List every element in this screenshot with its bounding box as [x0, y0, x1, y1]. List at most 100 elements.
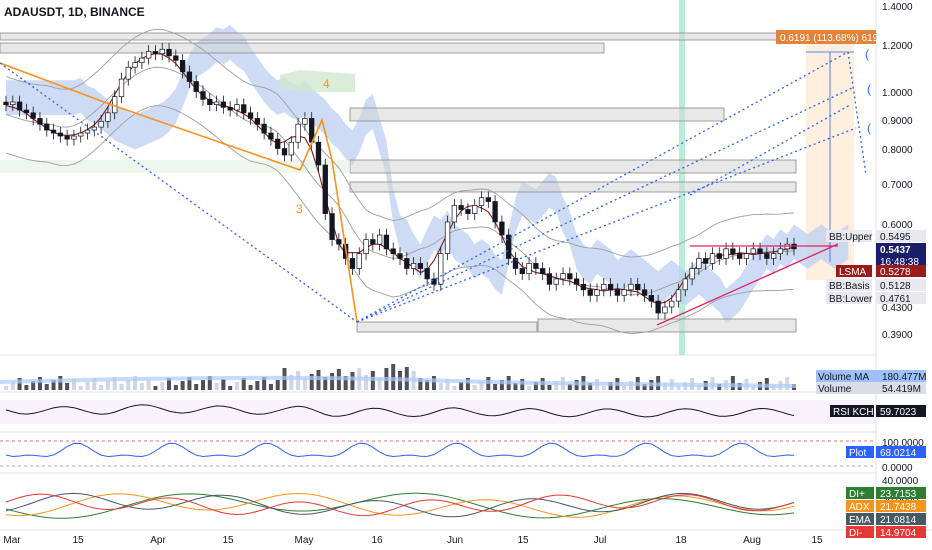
- candle: [64, 135, 70, 140]
- price-tag-value: 0.5278: [880, 267, 911, 278]
- candle: [594, 289, 600, 296]
- price-tag-bg: [876, 265, 926, 277]
- candle: [241, 104, 247, 114]
- volume-bar: [58, 376, 63, 390]
- fib-projection-line: [356, 51, 849, 323]
- candle: [363, 239, 369, 254]
- rsi-line: [5, 404, 795, 418]
- candle: [295, 123, 301, 143]
- price-tag-value: 0.4761: [880, 294, 911, 305]
- dmi-tag-label: EMA: [849, 515, 871, 526]
- time-tick: 18: [675, 535, 687, 546]
- candle: [193, 81, 199, 92]
- volume-bar: [228, 386, 233, 390]
- volume-bar: [262, 377, 267, 390]
- triangle-base: [656, 243, 839, 326]
- volume-bar: [160, 382, 165, 390]
- candle: [315, 141, 322, 166]
- candle: [655, 300, 661, 314]
- candle: [675, 289, 682, 302]
- candle: [757, 248, 763, 254]
- candle: [526, 263, 532, 275]
- volume-bar: [418, 378, 423, 390]
- volume-tag-value: 180.477M: [882, 372, 926, 383]
- candle: [499, 221, 505, 236]
- volume-bar: [554, 381, 559, 390]
- volume-bar: [608, 382, 613, 390]
- volume-bar: [268, 384, 273, 390]
- vertical-marker: [679, 0, 685, 355]
- support-resistance-box: [349, 181, 797, 193]
- candle: [146, 51, 152, 59]
- volume-bar: [730, 376, 735, 390]
- volume-bar: [65, 383, 70, 390]
- candle: [98, 120, 104, 128]
- candle: [390, 248, 396, 254]
- volume-bar: [438, 383, 443, 390]
- candle: [105, 112, 111, 122]
- candle: [227, 106, 233, 111]
- candle: [601, 283, 607, 291]
- dmi-tag-label: DI-: [849, 528, 862, 539]
- candle: [179, 59, 186, 73]
- volume-bar: [85, 382, 90, 390]
- candle: [573, 278, 580, 285]
- price-tick: 0.4300: [882, 303, 913, 314]
- candle: [635, 283, 641, 291]
- price-tag-bg: [876, 230, 926, 242]
- candle: [91, 126, 97, 131]
- volume-bar: [221, 379, 226, 390]
- volume-bar: [676, 386, 681, 390]
- volume-bar: [180, 381, 185, 390]
- indicator-tag-bg: [826, 230, 872, 242]
- volume-bar: [296, 371, 301, 390]
- candle: [16, 101, 23, 111]
- price-tag-bg: [876, 279, 926, 291]
- fib-projection-line: [0, 62, 358, 323]
- volume-bar: [493, 384, 498, 390]
- price-tick: 0.6000: [882, 220, 913, 231]
- price-tick: 0.3900: [882, 330, 913, 341]
- volume-tag-bg: [816, 382, 926, 394]
- price-tag-value: 0.5495: [880, 232, 911, 243]
- rsi-band: [0, 400, 876, 424]
- candle: [213, 101, 220, 105]
- candle: [540, 268, 546, 275]
- support-resistance-box: [349, 159, 797, 174]
- volume-bar: [10, 382, 15, 390]
- support-zone: [0, 160, 350, 173]
- candle: [607, 283, 614, 291]
- dmi-tag-label-bg: [846, 487, 874, 499]
- volume-bar: [71, 379, 76, 390]
- plot-line: [5, 442, 795, 458]
- dmi-line: [5, 492, 795, 518]
- dmi-line: [5, 492, 795, 518]
- candle: [431, 278, 437, 285]
- candle: [166, 48, 172, 57]
- candle: [383, 234, 390, 250]
- candle: [424, 268, 430, 280]
- candle: [275, 138, 281, 149]
- plot-tag-label: Plot: [849, 448, 866, 459]
- candle: [200, 91, 206, 100]
- dmi-tag-bg: [876, 513, 926, 525]
- time-tick: Aug: [743, 535, 761, 546]
- indicator-tag-label: BB:Upper: [829, 232, 873, 243]
- volume-bar: [119, 384, 124, 390]
- volume-bar: [588, 383, 593, 390]
- support-resistance-box: [0, 32, 877, 41]
- candle: [512, 258, 519, 269]
- time-tick: 15: [811, 535, 823, 546]
- candle: [689, 268, 695, 280]
- price-tick: 1.0000: [882, 88, 913, 99]
- candle: [322, 164, 328, 214]
- price-tick: 1.2000: [882, 41, 913, 52]
- fib-projection-line: [689, 104, 851, 196]
- volume-bar: [452, 386, 457, 390]
- rsi-tag-label-bg: [830, 405, 874, 417]
- volume-bar: [343, 376, 348, 390]
- volume-bar: [37, 377, 42, 390]
- price-tag-bg: [876, 255, 926, 267]
- rsi-tag-bg: [876, 405, 926, 417]
